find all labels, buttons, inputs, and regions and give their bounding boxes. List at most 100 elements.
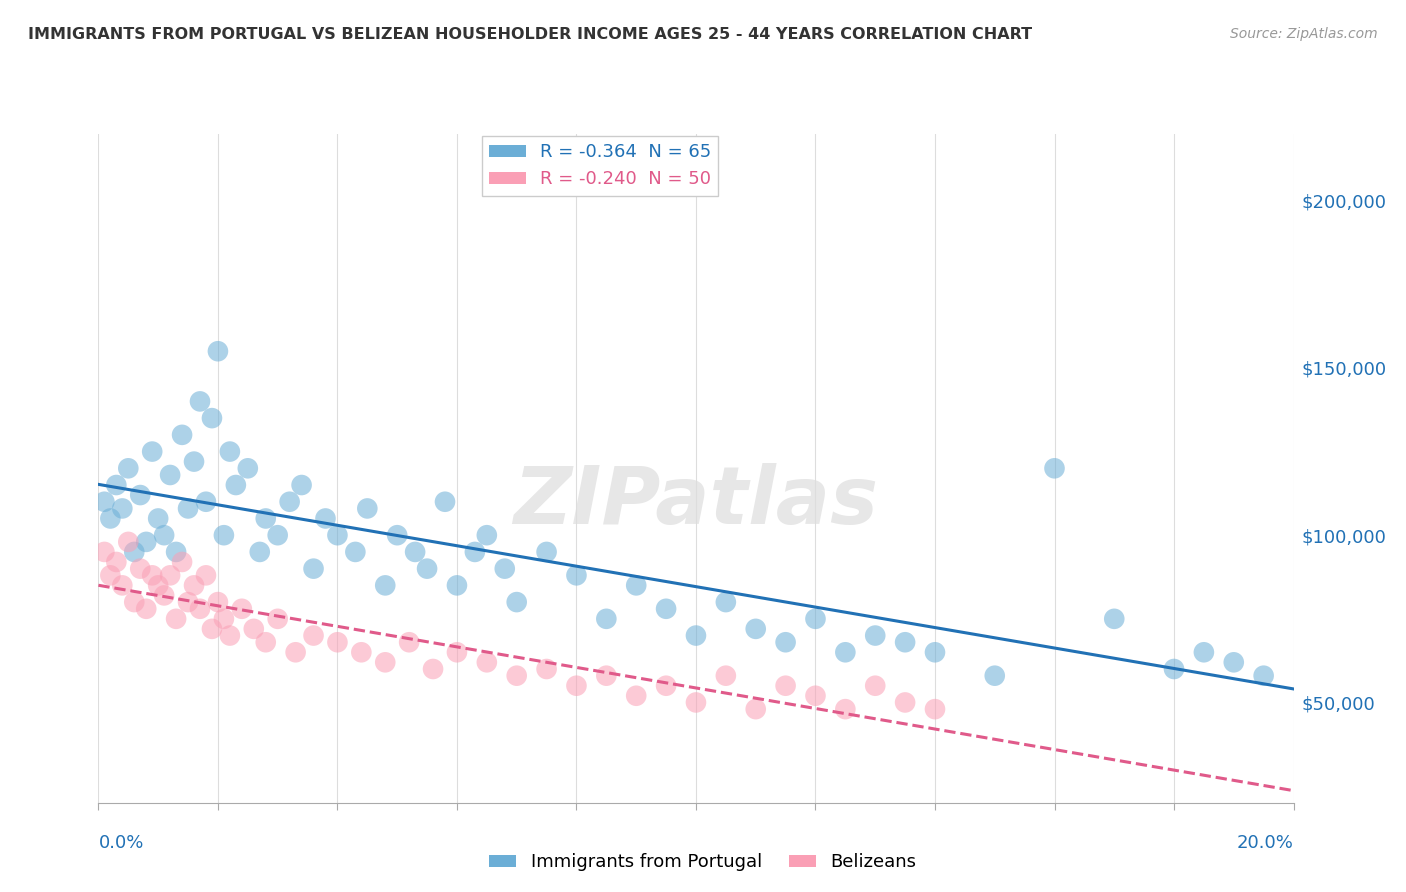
Point <box>188 602 211 616</box>
Text: 0.0%: 0.0% <box>98 834 143 852</box>
Point <box>685 628 707 642</box>
Point <box>195 494 218 508</box>
Point <box>506 669 529 683</box>
Point <box>422 662 444 676</box>
Text: IMMIGRANTS FROM PORTUGAL VS BELIZEAN HOUSEHOLDER INCOME AGES 25 - 44 YEARS CORRE: IMMIGRANTS FROM PORTUGAL VS BELIZEAN HOU… <box>28 27 1032 42</box>
Point <box>356 501 378 516</box>
Point <box>894 696 917 710</box>
Point <box>536 545 558 559</box>
Point <box>865 628 887 642</box>
Point <box>236 461 259 475</box>
Point <box>135 602 157 616</box>
Point <box>291 478 314 492</box>
Point <box>1223 655 1246 669</box>
Point <box>924 645 946 659</box>
Point <box>302 562 325 576</box>
Point <box>655 602 678 616</box>
Point <box>172 428 194 442</box>
Point <box>655 679 678 693</box>
Point <box>201 622 224 636</box>
Point <box>464 545 486 559</box>
Point <box>385 528 409 542</box>
Point <box>183 578 205 592</box>
Point <box>984 669 1007 683</box>
Point <box>100 568 122 582</box>
Point <box>775 679 797 693</box>
Point <box>315 511 337 525</box>
Point <box>475 528 498 542</box>
Point <box>105 478 128 492</box>
Point <box>177 595 200 609</box>
Point <box>100 511 122 525</box>
Point <box>1043 461 1066 475</box>
Point <box>183 455 205 469</box>
Point <box>93 494 115 508</box>
Point <box>446 578 468 592</box>
Point <box>685 696 707 710</box>
Point <box>506 595 529 609</box>
Point <box>626 578 648 592</box>
Point <box>745 702 768 716</box>
Point <box>398 635 420 649</box>
Point <box>374 655 396 669</box>
Legend: Immigrants from Portugal, Belizeans: Immigrants from Portugal, Belizeans <box>482 847 924 879</box>
Point <box>249 545 271 559</box>
Point <box>165 545 187 559</box>
Point <box>326 635 349 649</box>
Point <box>267 528 290 542</box>
Point <box>804 689 827 703</box>
Point <box>231 602 253 616</box>
Point <box>626 689 648 703</box>
Point <box>159 467 181 482</box>
Point <box>207 595 229 609</box>
Point <box>177 501 200 516</box>
Point <box>124 545 146 559</box>
Point <box>326 528 349 542</box>
Point <box>141 444 163 458</box>
Point <box>148 511 170 525</box>
Point <box>207 344 229 359</box>
Point <box>595 612 617 626</box>
Point <box>201 411 224 425</box>
Legend: R = -0.364  N = 65, R = -0.240  N = 50: R = -0.364 N = 65, R = -0.240 N = 50 <box>482 136 718 195</box>
Point <box>129 562 152 576</box>
Point <box>172 555 194 569</box>
Point <box>243 622 266 636</box>
Point <box>153 528 176 542</box>
Point <box>446 645 468 659</box>
Point <box>225 478 247 492</box>
Point <box>745 622 768 636</box>
Point <box>117 534 139 549</box>
Point <box>1163 662 1185 676</box>
Point <box>129 488 152 502</box>
Point <box>219 444 242 458</box>
Point <box>475 655 498 669</box>
Point <box>494 562 516 576</box>
Point <box>195 568 218 582</box>
Point <box>117 461 139 475</box>
Point <box>416 562 439 576</box>
Point <box>278 494 301 508</box>
Point <box>141 568 163 582</box>
Point <box>775 635 797 649</box>
Point <box>565 679 588 693</box>
Point <box>153 589 176 603</box>
Point <box>1192 645 1215 659</box>
Point <box>404 545 426 559</box>
Point <box>924 702 946 716</box>
Point <box>434 494 457 508</box>
Point <box>135 534 157 549</box>
Point <box>111 501 134 516</box>
Text: Source: ZipAtlas.com: Source: ZipAtlas.com <box>1230 27 1378 41</box>
Point <box>894 635 917 649</box>
Point <box>350 645 373 659</box>
Point <box>148 578 170 592</box>
Point <box>804 612 827 626</box>
Point <box>254 635 277 649</box>
Point <box>1104 612 1126 626</box>
Point <box>254 511 277 525</box>
Point <box>284 645 307 659</box>
Point <box>124 595 146 609</box>
Point <box>105 555 128 569</box>
Point <box>865 679 887 693</box>
